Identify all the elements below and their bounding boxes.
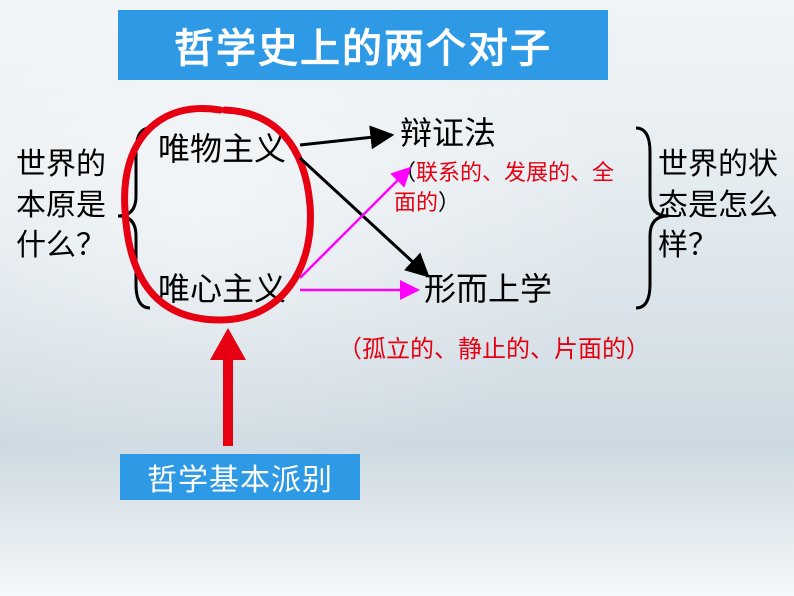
materialism-label: 唯物主义 — [158, 128, 286, 171]
left-q-line1: 世界的 — [16, 145, 106, 186]
left-q-line2: 本原是 — [16, 186, 106, 227]
metaphysics-label: 形而上学 — [424, 268, 552, 311]
red-up-arrow — [210, 328, 246, 446]
left-q-line3: 什么？ — [16, 226, 106, 267]
metaphysics-note: （孤立的、静止的、片面的） — [338, 334, 650, 366]
right-q-line1: 世界的状 — [658, 145, 778, 186]
note-body: 联系的、发展的、全面的 — [394, 160, 614, 215]
dialectics-note: （联系的、发展的、全面的） — [394, 158, 624, 217]
right-question: 世界的状 态是怎么 样？ — [658, 145, 778, 267]
background-overlay — [0, 0, 794, 596]
dialectics-label: 辩证法 — [400, 112, 496, 155]
left-question: 世界的 本原是 什么？ — [16, 145, 106, 267]
diagram-overlay — [0, 0, 794, 596]
note-open: （ — [394, 160, 416, 185]
idealism-label: 唯心主义 — [158, 268, 286, 311]
right-q-line3: 样？ — [658, 226, 778, 267]
title-banner: 哲学史上的两个对子 — [118, 10, 608, 80]
right-q-line2: 态是怎么 — [658, 186, 778, 227]
note-close: ） — [438, 190, 460, 215]
sub-banner: 哲学基本派别 — [120, 454, 360, 500]
left-brace — [118, 128, 150, 308]
arrow-materialism-dialectics — [300, 135, 392, 145]
